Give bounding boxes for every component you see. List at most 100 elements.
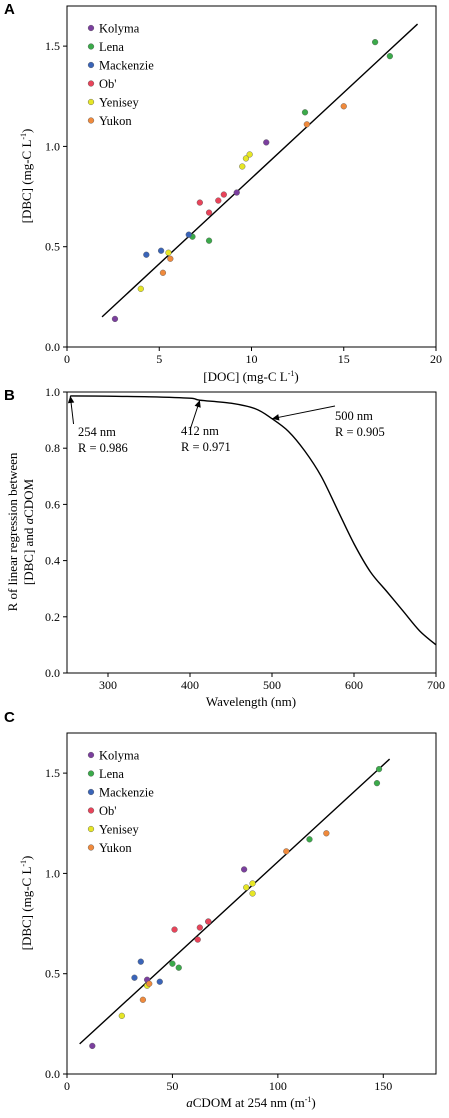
point-mackenzie — [131, 974, 138, 981]
point-kolyma — [111, 315, 119, 323]
x-tick-label: 20 — [430, 352, 442, 366]
point-yukon — [323, 830, 330, 837]
annotation-412-wavelength: 412 nm — [181, 424, 219, 438]
point-yukon — [283, 848, 290, 855]
x-tick-label: 400 — [181, 678, 199, 692]
legend-label-ob: Ob' — [99, 77, 117, 91]
y-tick-label: 0.2 — [45, 610, 60, 624]
panel-b: B 300 400 500 600 700 0.0 0.2 0.4 0.6 0.8 1.0 254 … — [4, 385, 445, 709]
x-tick-label: 600 — [345, 678, 363, 692]
y-tick-label: 0.6 — [45, 497, 60, 511]
x-tick-label: 100 — [269, 1079, 287, 1093]
legend-a: Kolyma Lena Mackenzie Ob' Yenisey Yukon — [87, 22, 154, 128]
y-axis-title-a: [DBC] (mg-C L-1) — [19, 129, 34, 224]
legend-label-mackenzie: Mackenzie — [99, 59, 154, 73]
axis-ticks-c: 0 50 100 150 0.0 0.5 1.0 1.5 — [45, 766, 392, 1093]
point-yenisey — [249, 880, 256, 887]
x-axis-title-c: aCDOM at 254 nm (m-1) — [186, 1095, 315, 1110]
plot-frame-a — [66, 5, 437, 348]
x-tick-label: 0 — [64, 352, 70, 366]
legend-marker-kolyma — [87, 24, 95, 32]
legend-label-yukon: Yukon — [99, 114, 132, 128]
panel-letter-b: B — [4, 387, 15, 404]
panel-letter-a: A — [4, 1, 15, 18]
y-tick-label: 0.0 — [45, 666, 60, 680]
point-lena — [375, 766, 383, 773]
y-tick-label: 0.0 — [45, 340, 60, 354]
y-axis-title-c: [DBC] (mg-C L-1) — [19, 856, 34, 951]
fit-line-c — [79, 758, 391, 1045]
point-mackenzie — [185, 231, 192, 238]
annotation-500-wavelength: 500 nm — [335, 409, 373, 423]
y-axis-title-b-line1: R of linear regression between — [5, 452, 20, 611]
curve-b — [70, 395, 437, 646]
legend-marker-ob — [87, 80, 95, 87]
y-tick-label: 1.5 — [45, 766, 60, 780]
points-a — [111, 39, 393, 323]
y-axis-title-b-line2: [DBC] and aCDOM — [21, 478, 36, 585]
point-ob — [205, 209, 213, 216]
legend-label-yenisey: Yenisey — [99, 823, 139, 837]
regression-line — [101, 23, 419, 318]
y-tick-label: 1.0 — [45, 385, 60, 399]
x-tick-label: 50 — [166, 1079, 178, 1093]
point-mackenzie — [156, 978, 163, 985]
legend-marker-ob — [87, 807, 95, 814]
annotation-254-r: R = 0.986 — [78, 441, 128, 455]
x-axis-title-b: Wavelength (nm) — [206, 694, 296, 709]
legend-marker-lena — [87, 43, 95, 50]
y-tick-label: 1.0 — [45, 139, 60, 153]
annotation-arrow-500-head — [272, 414, 280, 421]
annotations-b: 254 nm R = 0.986 412 nm R = 0.971 500 nm… — [67, 395, 385, 455]
point-ob — [220, 191, 227, 198]
point-mackenzie — [137, 958, 144, 965]
annotation-412-r: R = 0.971 — [181, 440, 231, 454]
point-yukon — [303, 121, 310, 128]
plot-frame-b — [66, 391, 437, 674]
y-tick-label: 0.0 — [45, 1067, 60, 1081]
y-tick-label: 1.5 — [45, 39, 60, 53]
legend-marker-yukon — [87, 844, 95, 851]
point-yukon — [167, 255, 174, 262]
point-mackenzie — [143, 251, 150, 258]
axis-ticks-a: 0 5 10 15 20 0.0 0.5 1.0 1.5 — [45, 39, 442, 366]
legend-label-lena: Lena — [99, 767, 124, 781]
point-yenisey — [249, 890, 256, 897]
x-tick-label: 300 — [99, 678, 117, 692]
point-yenisey — [243, 884, 250, 891]
plot-frame-c — [66, 732, 437, 1075]
annotation-arrow-412-head — [194, 400, 201, 408]
points-c — [89, 766, 383, 1050]
y-tick-label: 0.5 — [45, 240, 60, 254]
point-ob — [194, 936, 201, 943]
point-lena — [301, 109, 309, 116]
legend-marker-yukon — [87, 117, 95, 124]
point-ob — [215, 197, 222, 204]
point-yukon — [340, 103, 347, 110]
y-tick-label: 0.5 — [45, 967, 60, 981]
correlation-curve — [70, 395, 437, 646]
point-yenisey — [137, 285, 144, 292]
point-ob — [171, 926, 178, 933]
legend-marker-mackenzie — [87, 788, 95, 796]
x-tick-label: 5 — [156, 352, 162, 366]
point-lena — [306, 836, 313, 843]
legend-marker-yenisey — [87, 825, 95, 833]
point-kolyma — [89, 1042, 96, 1050]
y-tick-label: 0.8 — [45, 441, 60, 455]
point-yukon — [159, 269, 167, 276]
annotation-500-r: R = 0.905 — [335, 425, 385, 439]
y-tick-label: 1.0 — [45, 866, 60, 880]
point-lena — [169, 960, 176, 967]
annotation-arrow-500-shaft — [271, 405, 336, 420]
point-kolyma — [263, 139, 270, 146]
point-lena — [386, 53, 393, 60]
legend-marker-mackenzie — [87, 61, 95, 69]
panel-a: A 0 5 10 15 20 0.0 0.5 1.0 1.5 Kolyma Lena Mackenz… — [4, 1, 442, 384]
point-yenisey — [118, 1012, 125, 1019]
x-tick-label: 15 — [338, 352, 350, 366]
point-yenisey — [246, 151, 253, 158]
x-tick-label: 700 — [427, 678, 445, 692]
point-ob — [196, 199, 203, 206]
panel-letter-c: C — [4, 709, 15, 726]
